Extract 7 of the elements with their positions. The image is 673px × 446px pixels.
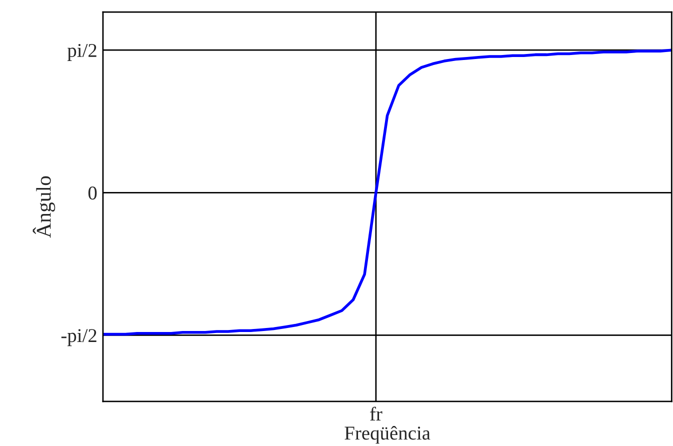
y-tick-label: -pi/2 (61, 329, 96, 346)
x-tick-label: fr (370, 406, 382, 420)
y-axis-title: Ângulo (32, 176, 56, 238)
line-series (102, 48, 672, 336)
y-tick-label: 0 (88, 186, 97, 200)
y-tick-label: pi/2 (67, 44, 96, 61)
x-axis-title: Freqüência (344, 426, 430, 444)
